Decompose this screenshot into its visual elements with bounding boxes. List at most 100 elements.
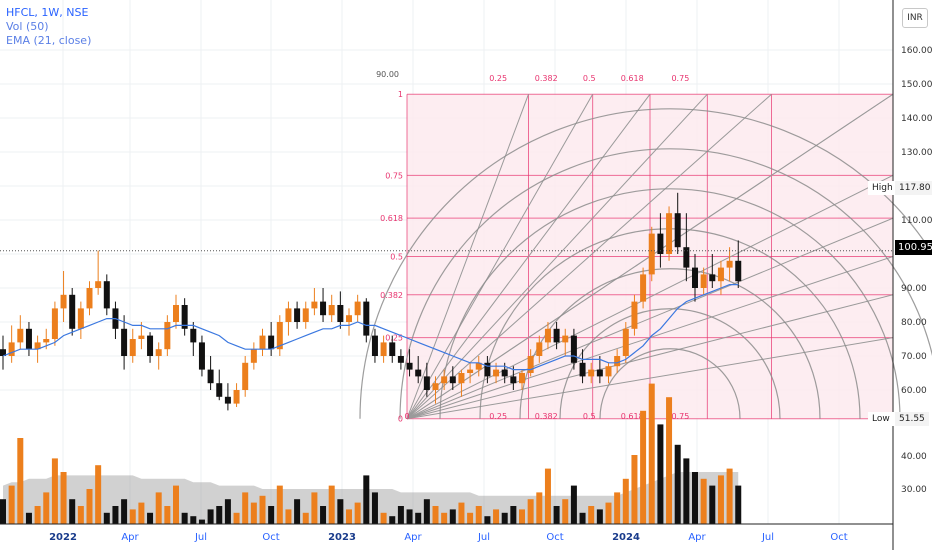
candle-body <box>155 349 162 356</box>
volume-bar <box>614 492 621 524</box>
candle-body <box>622 328 629 356</box>
fib-left-label: 0 <box>398 415 403 424</box>
time-tick-label: 2022 <box>49 532 77 543</box>
candle-body <box>311 301 318 309</box>
fib-top-label: 0.75 <box>671 74 689 83</box>
volume-bar <box>467 512 474 524</box>
low-value: 51.55 <box>895 412 929 426</box>
legend-ema[interactable]: EMA (21, close) <box>6 34 92 47</box>
volume-bar <box>380 512 387 524</box>
candle-body <box>371 335 378 356</box>
price-tick-label: 90.00 <box>901 284 927 294</box>
fib-top-label: 0.618 <box>621 74 644 83</box>
ema-21-line <box>2 284 739 371</box>
price-tick-label: 140.00 <box>901 114 932 124</box>
currency-unit-button[interactable]: INR <box>902 8 928 28</box>
candle-body <box>709 274 716 282</box>
price-tick-label: 70.00 <box>901 352 927 362</box>
volume-bar <box>302 512 309 524</box>
volume-bar <box>657 424 664 524</box>
fib-left-label: 0.75 <box>385 171 403 180</box>
candle-body <box>268 335 275 350</box>
volume-bar <box>579 512 586 524</box>
candle-body <box>34 342 41 350</box>
fib-arc <box>599 348 741 419</box>
volume-bar <box>337 499 344 524</box>
time-tick-label: Jul <box>761 532 774 543</box>
legend-title[interactable]: HFCL, 1W, NSE <box>6 6 89 19</box>
candle-body <box>467 369 474 373</box>
time-tick-label: Apr <box>121 532 139 543</box>
volume-bars <box>0 383 742 524</box>
fan-ray <box>406 337 894 420</box>
candle-body <box>242 362 249 390</box>
volume-bar <box>86 489 93 524</box>
volume-bar <box>43 492 50 524</box>
candle-body <box>276 322 283 350</box>
ema-line <box>2 284 739 371</box>
price-tick-label: 110.00 <box>901 216 932 226</box>
volume-bar <box>648 383 655 524</box>
time-tick-label: Jul <box>477 532 490 543</box>
candle-body <box>173 305 179 322</box>
candle-body <box>389 342 396 356</box>
fan-ray <box>406 93 772 420</box>
fib-arc <box>439 188 901 419</box>
volume-bar <box>484 516 491 524</box>
fib-arc <box>399 148 932 419</box>
fib-left-label: 0.5 <box>390 252 403 261</box>
candle-body <box>441 376 448 384</box>
candle-body <box>648 233 655 275</box>
candle-body <box>294 308 301 322</box>
candle-body <box>510 376 517 384</box>
fib-top-label: 0.382 <box>535 74 558 83</box>
candle-body <box>346 315 352 322</box>
fan-ray <box>406 174 894 420</box>
volume-bar <box>692 472 698 524</box>
volume-bar <box>51 458 58 524</box>
fib-corner-label: 90.00 <box>376 70 399 79</box>
volume-bar <box>596 509 603 524</box>
candle-body <box>250 349 257 363</box>
candle-body <box>588 369 595 377</box>
volume-bar <box>389 516 396 524</box>
volume-bar <box>147 512 154 524</box>
candle-body <box>320 301 327 316</box>
volume-bar <box>570 485 577 524</box>
candle-body <box>579 362 586 377</box>
volume-bar <box>510 506 517 524</box>
price-tick-label: 150.00 <box>901 80 932 90</box>
volume-bar <box>423 499 430 524</box>
candle-body <box>683 247 690 268</box>
volume-bar <box>709 485 716 524</box>
candle-body <box>380 342 387 356</box>
candle-body <box>51 308 58 339</box>
candle-body <box>147 335 154 356</box>
candle-body <box>493 369 500 377</box>
volume-bar <box>441 512 448 524</box>
candle-body <box>337 305 344 322</box>
volume-bar <box>562 499 569 524</box>
fib-bottom-label: 0 <box>404 412 409 421</box>
candle-body <box>397 356 404 363</box>
legend-volume[interactable]: Vol (50) <box>6 20 49 33</box>
fib-speed-resistance-fan[interactable]: 0.25 0.25 0.382 0.382 0.5 0.5 0.618 0.618 0.75 0.… <box>359 70 932 424</box>
candle-body <box>415 369 422 377</box>
fib-left-label: 0.618 <box>380 214 403 223</box>
candle-body <box>527 356 534 373</box>
fib-top-label: 0.25 <box>489 74 507 83</box>
candle-body <box>458 373 465 384</box>
volume-bar <box>320 506 327 524</box>
volume-bar <box>717 475 724 524</box>
candle-body <box>164 322 171 350</box>
volume-bar <box>458 502 465 524</box>
candle-body <box>86 288 93 309</box>
volume-bar <box>207 509 214 524</box>
volume-bar <box>129 509 136 524</box>
candle-body <box>674 213 681 248</box>
volume-bar <box>449 509 456 524</box>
volume-bar <box>294 499 301 524</box>
candle-body <box>519 373 525 384</box>
fib-bottom-label: 0.25 <box>489 412 507 421</box>
